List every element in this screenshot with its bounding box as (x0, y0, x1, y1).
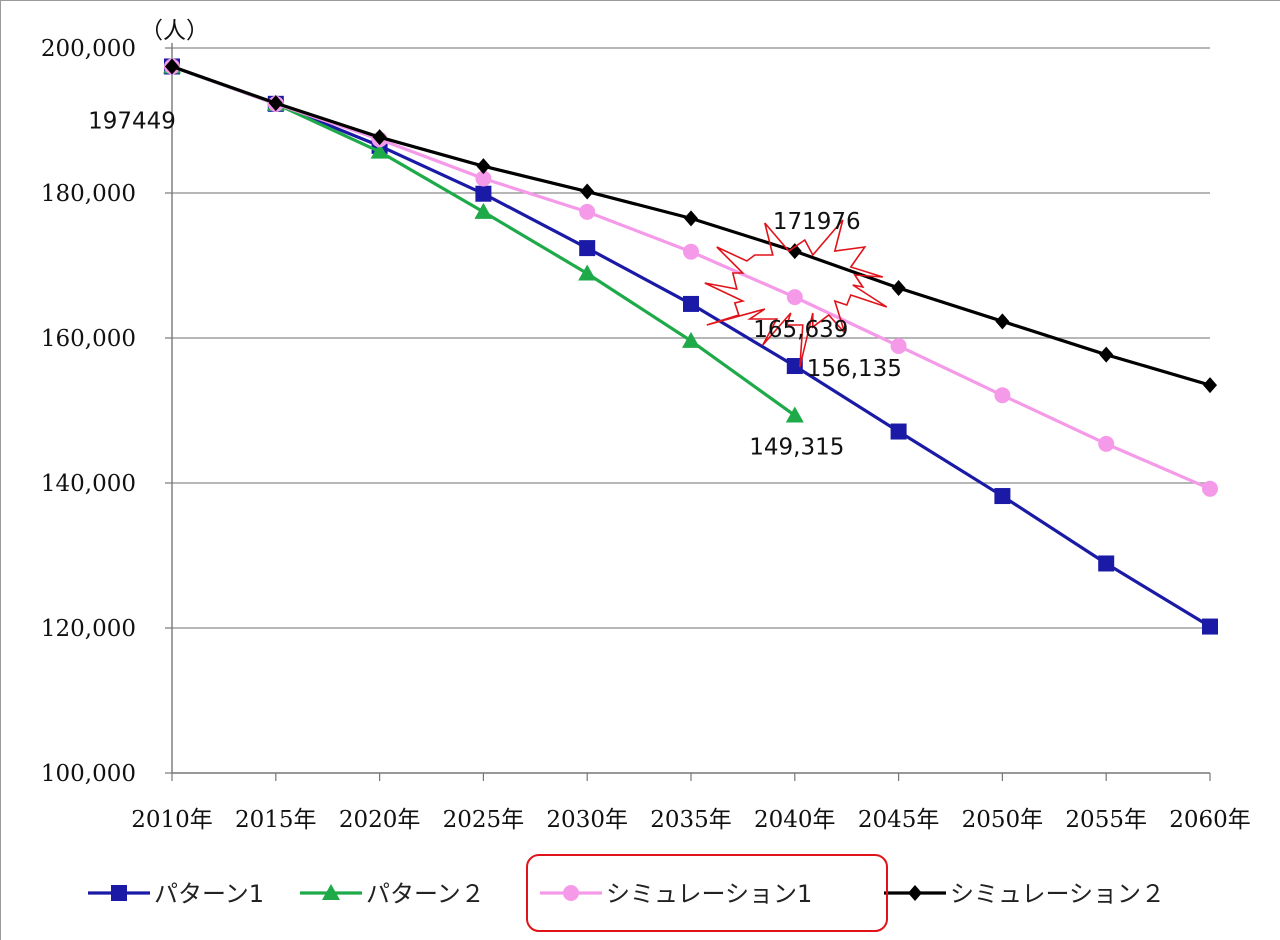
x-tick-label: 2060年 (1169, 807, 1251, 833)
data-point (474, 202, 493, 219)
x-tick-label: 2050年 (962, 807, 1044, 833)
data-point (787, 243, 802, 260)
data-point (475, 185, 492, 202)
legend-entry-0: パターン1 (154, 880, 264, 908)
y-axis-unit-label: （人） (140, 18, 209, 44)
data-label: 149,315 (749, 434, 844, 460)
data-label: 171976 (773, 209, 861, 235)
x-tick-label: 2045年 (858, 807, 940, 833)
data-point (1202, 618, 1218, 635)
starburst-shape (704, 219, 888, 368)
data-point (890, 423, 907, 440)
legend: パターン1 パターン２ シミュレーション1 シミュレーション２ (88, 854, 1165, 932)
data-point (994, 387, 1011, 404)
y-tick-label: 100,000 (41, 761, 136, 787)
data-point (1203, 377, 1217, 394)
data-point (372, 129, 387, 146)
data-point (1099, 346, 1114, 363)
data-point (684, 210, 698, 227)
highlight-starburst (704, 219, 888, 368)
x-tick-label: 2015年 (235, 807, 317, 833)
y-tick-label: 180,000 (41, 181, 136, 207)
data-point (580, 183, 595, 200)
x-tick-label: 2025年 (443, 807, 525, 833)
series-lines (163, 57, 1218, 635)
data-label: 197449 (88, 108, 176, 134)
data-point (785, 406, 804, 423)
legend-marker-3 (908, 885, 922, 901)
data-point (370, 142, 389, 159)
data-label: 165,639 (753, 317, 848, 343)
data-point (683, 295, 699, 312)
data-point (475, 170, 492, 187)
data-point (579, 203, 596, 220)
data-labels: 197449 171976 165,639 156,135 149,315 (88, 108, 902, 460)
y-tick-label: 160,000 (41, 326, 136, 352)
y-tick-label: 200,000 (41, 36, 136, 62)
data-point (268, 95, 283, 112)
legend-entry-2: シミュレーション1 (606, 880, 812, 908)
data-point (1202, 480, 1218, 497)
data-label: 156,135 (807, 356, 902, 382)
data-point (786, 358, 803, 375)
data-point (165, 58, 179, 75)
data-point (1098, 435, 1115, 452)
legend-marker-0 (111, 885, 127, 901)
legend-marker-2 (563, 885, 579, 901)
legend-entry-1: パターン２ (366, 880, 485, 908)
x-tick-label: 2040年 (754, 807, 836, 833)
data-point (994, 488, 1011, 505)
legend-entry-3: シミュレーション２ (950, 880, 1165, 908)
data-point (890, 337, 907, 354)
data-point (476, 158, 491, 175)
data-point (995, 313, 1010, 330)
axes (165, 43, 1211, 781)
x-tick-label: 2035年 (650, 807, 732, 833)
x-tick-label: 2010年 (131, 807, 213, 833)
x-axis-tick-labels: 2010年 2015年 2020年 2025年 2030年 2035年 2040年 2045年… (131, 807, 1251, 833)
data-point (786, 289, 803, 306)
y-tick-label: 120,000 (41, 616, 136, 642)
legend-marker-1 (322, 884, 340, 900)
x-tick-label: 2055年 (1065, 807, 1147, 833)
x-tick-label: 2030年 (546, 807, 628, 833)
data-point (578, 264, 597, 281)
series-line-1 (171, 64, 796, 417)
data-point (891, 279, 906, 296)
y-axis-tick-labels: 100,000 120,000 140,000 160,000 180,000 200,0… (41, 36, 136, 787)
legend-highlight-box (526, 854, 888, 932)
series-line-2 (171, 64, 1211, 491)
x-tick-label: 2020年 (339, 807, 421, 833)
data-point (683, 243, 699, 260)
data-point (1098, 555, 1115, 572)
data-point (682, 331, 700, 348)
data-point (579, 240, 596, 257)
y-tick-label: 140,000 (41, 471, 136, 497)
